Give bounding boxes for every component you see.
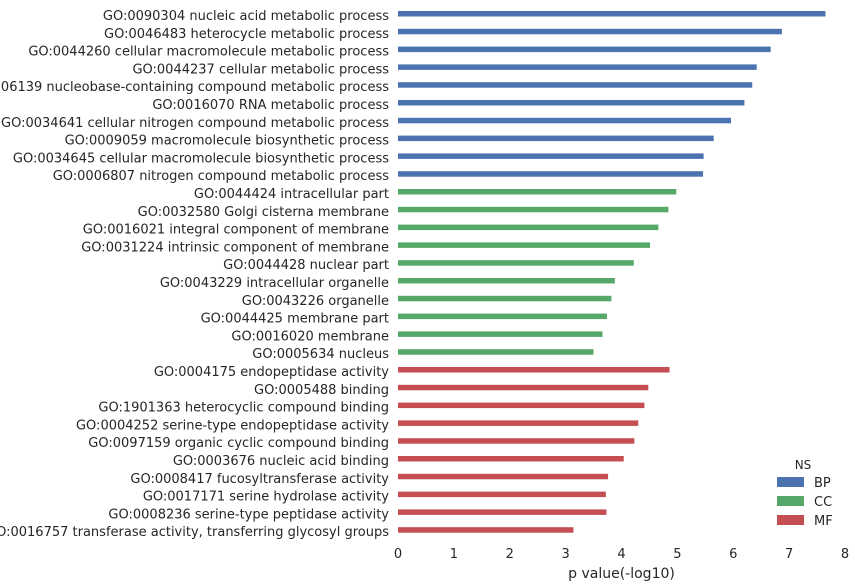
bar-cc (398, 224, 659, 231)
legend-label-bp: BP (814, 476, 831, 491)
legend-entries: BP CC MF (777, 476, 833, 529)
bar-bp (398, 64, 757, 70)
category-label: GO:0005488 binding (254, 383, 389, 398)
category-label: GO:0032580 Golgi cisterna membrane (138, 205, 389, 220)
bar-mf (398, 384, 649, 391)
category-label: GO:0043226 organelle (242, 294, 389, 309)
x-axis-ticks: 0 1 2 3 4 5 6 7 8 (394, 547, 849, 562)
category-label: GO:0006807 nitrogen compound metabolic p… (53, 169, 390, 184)
category-label: GO:0016757 transferase activity, transfe… (0, 525, 389, 540)
category-label: GO:0090304 nucleic acid metabolic proces… (103, 9, 389, 24)
category-label: GO:1901363 heterocyclic compound binding (98, 401, 389, 416)
category-label: GO:0016070 RNA metabolic process (152, 98, 389, 113)
category-label: GO:0044424 intracellular part (194, 187, 389, 202)
bar-bp (398, 11, 826, 17)
x-axis-title: p value(-log10) (568, 566, 675, 582)
bar-cc (398, 331, 603, 337)
x-tick-label: 0 (394, 547, 402, 562)
legend-title: NS (795, 458, 812, 472)
bar-cc (398, 206, 669, 213)
bar-bp (398, 117, 732, 124)
category-label: GO:0044428 nuclear part (223, 258, 389, 273)
bar-cc (398, 260, 634, 266)
bar-bp (398, 153, 704, 159)
bar-bp (398, 82, 753, 88)
category-label: GO:0034641 cellular nitrogen compound me… (1, 116, 389, 131)
category-label: GO:0044237 cellular metabolic process (132, 62, 389, 77)
category-label: GO:0004252 serine-type endopeptidase act… (76, 418, 389, 433)
bar-bp (398, 100, 745, 106)
x-tick-label: 4 (617, 547, 625, 562)
legend-swatch-bp (777, 477, 804, 487)
bar-cc (398, 313, 607, 320)
bar-mf (398, 473, 609, 480)
bar-cc (398, 189, 677, 195)
legend-swatch-cc (777, 496, 804, 506)
bar-mf (398, 456, 624, 462)
x-tick-label: 8 (841, 547, 849, 562)
bars (398, 11, 826, 533)
bar-mf (398, 420, 639, 426)
category-label: GO:0046483 heterocycle metabolic process (104, 27, 389, 42)
category-label: GO:0004175 endopeptidase activity (154, 365, 389, 380)
category-label: GO:0016020 membrane (231, 329, 389, 344)
bar-cc (398, 295, 612, 302)
x-tick-label: 2 (506, 547, 514, 562)
category-label: GO:0044260 cellular macromolecule metabo… (28, 45, 389, 60)
x-tick-label: 7 (785, 547, 793, 562)
legend-label-mf: MF (814, 514, 833, 529)
legend-swatch-mf (777, 515, 804, 525)
bar-mf (398, 438, 635, 444)
bar-cc (398, 278, 615, 284)
bar-bp (398, 171, 704, 177)
category-label: GO:0043229 intracellular organelle (160, 276, 389, 291)
bar-bp (398, 46, 771, 53)
x-tick-label: 3 (561, 547, 569, 562)
category-label: GO:0044425 membrane part (201, 312, 389, 327)
category-label: GO:0016021 integral component of membran… (83, 223, 389, 238)
category-label: GO:0017171 serine hydrolase activity (143, 490, 389, 505)
bar-bp (398, 135, 714, 142)
bar-bp (398, 28, 782, 35)
x-tick-label: 1 (450, 547, 458, 562)
category-label: GO:0034645 cellular macromolecule biosyn… (13, 151, 389, 166)
category-label: GO:0097159 organic cyclic compound bindi… (88, 436, 389, 451)
category-label: GO:0006139 nucleobase-containing compoun… (0, 80, 389, 95)
legend: NS BP CC MF (777, 458, 833, 529)
x-tick-label: 6 (729, 547, 737, 562)
bar-mf (398, 527, 574, 533)
category-label: GO:0003676 nucleic acid binding (173, 454, 389, 469)
category-label: GO:0008417 fucosyltransferase activity (130, 472, 389, 487)
category-label: GO:0009059 macromolecule biosynthetic pr… (65, 134, 390, 149)
category-label: GO:0031224 intrinsic component of membra… (81, 240, 389, 255)
category-label: GO:0008236 serine-type peptidase activit… (108, 507, 389, 522)
bar-mf (398, 491, 606, 498)
bar-mf (398, 509, 607, 515)
category-labels: GO:0090304 nucleic acid metabolic proces… (0, 9, 389, 540)
category-label: GO:0005634 nucleus (252, 347, 389, 362)
bar-mf (398, 367, 670, 373)
bar-cc (398, 349, 594, 355)
x-tick-label: 5 (673, 547, 681, 562)
bar-mf (398, 402, 645, 409)
bar-cc (398, 242, 650, 248)
legend-label-cc: CC (814, 495, 832, 510)
